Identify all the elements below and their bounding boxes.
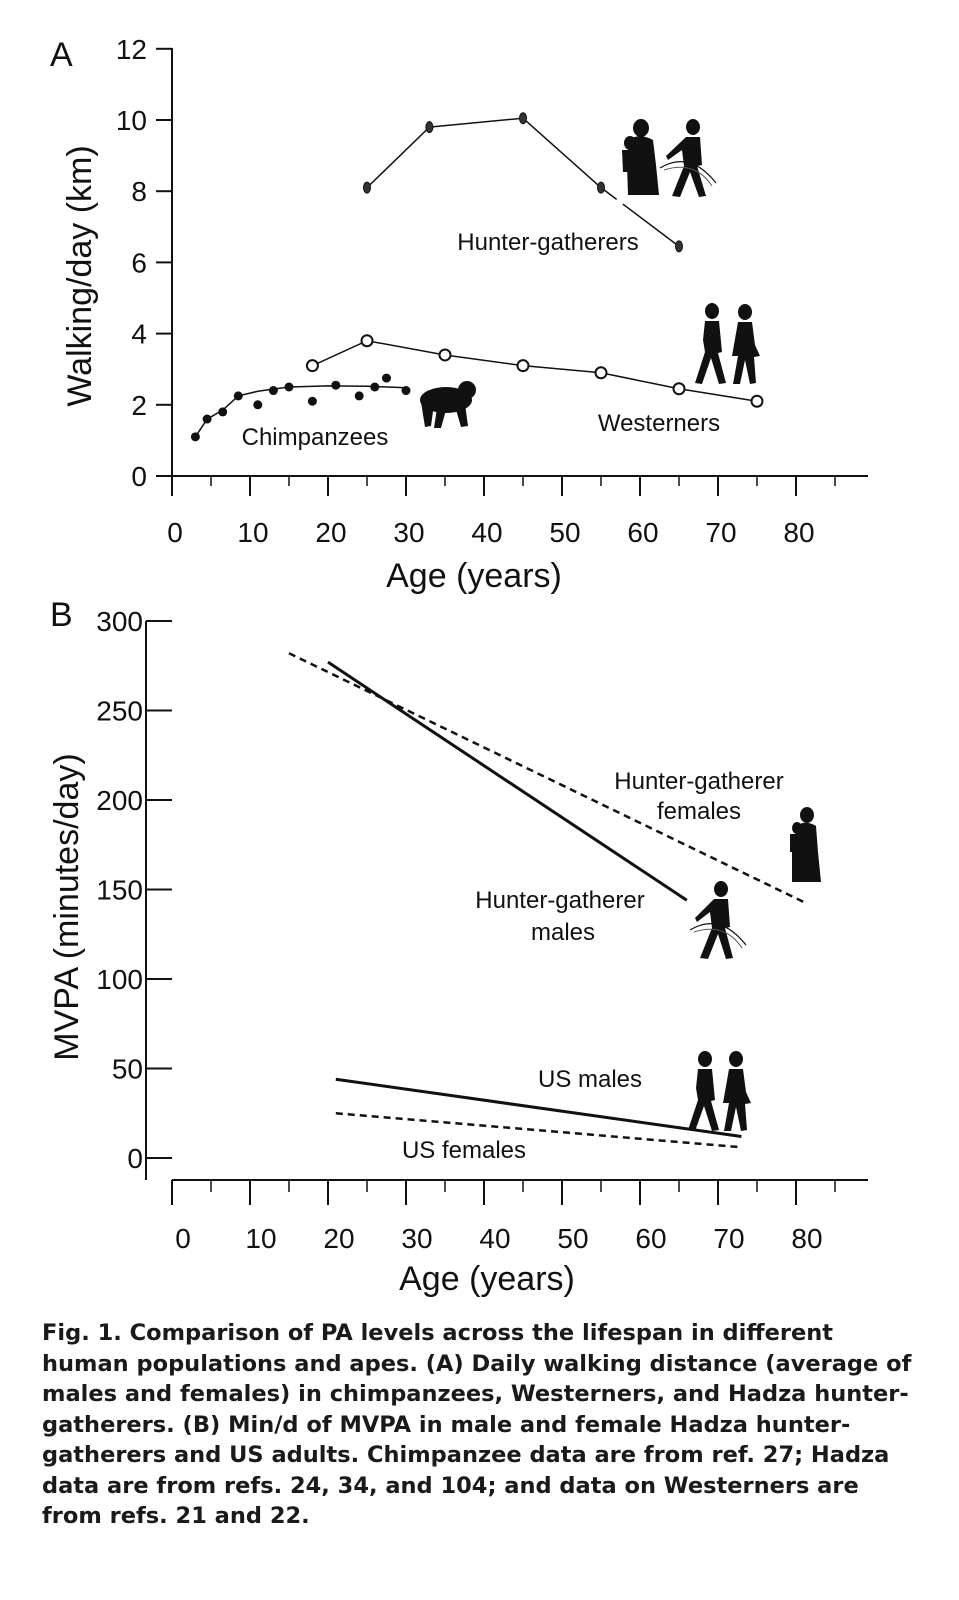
label-hg-males-line1: Hunter-gatherer [475,887,644,914]
x-tick-label: 20 [323,1223,354,1254]
us-males-line [335,1077,742,1139]
x-tick-label: 10 [237,517,268,548]
y-tick-label: 8 [131,176,147,207]
x-tick-label: 80 [783,517,814,548]
figure: A 0 10 20 30 40 50 60 70 80 0 2 4 6 8 10 12 Age (years)… [48,34,868,1298]
x-tick-label: 10 [245,1223,276,1254]
label-hunter-gatherers: Hunter-gatherers [457,229,638,256]
westerners-point [672,382,686,396]
y-tick-label: 250 [96,696,143,727]
x-tick-label: 0 [167,517,183,548]
hunter-gatherer-couple-icon [622,119,717,197]
panel-a-x-label: Age (years) [386,557,562,595]
x-tick-label: 0 [175,1223,191,1254]
figure-caption: Fig. 1. Comparison of PA levels across t… [42,1318,922,1532]
panel-a-ticks: 0 10 20 30 40 50 60 70 80 0 2 4 6 8 10 12 [116,34,836,548]
y-tick-label: 50 [112,1054,143,1085]
hg-point [519,112,527,125]
hg-line-segment [366,126,430,189]
chimpanzees-point [218,407,228,417]
x-tick-label: 20 [315,517,346,548]
y-tick-label: 200 [96,785,143,816]
chimpanzees-point [354,391,364,401]
x-tick-label: 30 [401,1223,432,1254]
westerners-point [360,334,374,348]
chimpanzee-icon [420,381,476,428]
panel-b-x-label: Age (years) [399,1260,575,1298]
hunter-gatherer-male-icon [689,881,747,959]
chimpanzees-point [401,386,411,396]
westerners-line [312,339,758,402]
hg-point [597,181,605,194]
hg-line-segment [429,117,524,128]
chimpanzees-point [382,373,391,383]
chimpanzees-point [370,382,380,392]
caption-text: Comparison of PA levels across the lifes… [42,1320,912,1529]
x-tick-label: 30 [393,517,424,548]
x-tick-label: 70 [705,517,736,548]
hg-point [425,121,434,134]
x-tick-label: 40 [471,517,502,548]
label-westerners: Westerners [598,410,720,437]
panel-b-series [288,652,805,1149]
x-tick-label: 50 [549,517,580,548]
x-tick-label: 70 [713,1223,744,1254]
westerners-point [594,366,608,380]
hg-line-segment [622,203,680,247]
x-tick-label: 60 [635,1223,666,1254]
hg-point [363,181,371,194]
label-us-females: US females [402,1137,526,1164]
y-tick-label: 12 [116,34,147,65]
chimpanzees-point [268,386,278,396]
westerners-point [516,359,530,373]
westerners-point [750,394,764,408]
label-hg-females-line1: Hunter-gatherer [614,768,783,795]
y-tick-label: 300 [96,606,143,637]
y-tick-label: 100 [96,964,143,995]
x-tick-label: 80 [791,1223,822,1254]
chimpanzees-point [233,391,243,401]
panel-b-y-label: MVPA (minutes/day) [48,753,86,1060]
chimpanzees-point [190,432,200,442]
panel-a-y-label: Walking/day (km) [61,145,99,406]
chimpanzees-point [307,396,317,406]
y-tick-label: 4 [131,319,147,350]
y-tick-label: 0 [131,461,147,492]
us-couple-icon [688,1051,751,1131]
y-tick-label: 2 [131,390,147,421]
x-tick-label: 40 [479,1223,510,1254]
label-chimpanzees: Chimpanzees [242,424,389,451]
chimpanzees-point [284,382,294,392]
panel-b: B 0 10 20 30 40 50 60 70 80 0 50 100 150 200 250 300 Ag… [48,596,868,1298]
panel-a: A 0 10 20 30 40 50 60 70 80 0 2 4 6 8 10 12 Age (years)… [50,34,868,595]
hg-point [675,240,683,253]
y-tick-label: 10 [116,105,147,136]
westerners-point [438,348,452,362]
chimpanzees-point [331,380,341,390]
label-us-males: US males [538,1066,642,1093]
panel-a-series [190,112,764,442]
panel-b-letter: B [50,596,73,634]
hunter-gatherer-female-icon [790,807,821,882]
us-females-line [335,1112,742,1149]
y-tick-label: 6 [131,247,147,278]
chimpanzees-point [202,414,212,424]
chimpanzees-point [253,400,263,410]
panel-a-letter: A [50,36,73,74]
y-tick-label: 150 [96,875,143,906]
x-tick-label: 50 [557,1223,588,1254]
hg-line-segment [522,117,602,189]
panel-b-ticks: 0 10 20 30 40 50 60 70 80 0 50 100 150 200 250 300 [96,606,836,1254]
chimpanzees-trend-line [194,385,407,438]
label-hg-males-line2: males [531,919,595,946]
label-hg-females-line2: females [657,798,741,825]
caption-lead: Fig. 1. [42,1320,122,1346]
westerners-point [305,359,319,373]
y-tick-label: 0 [127,1143,143,1174]
western-couple-icon [695,303,760,384]
x-tick-label: 60 [627,517,658,548]
